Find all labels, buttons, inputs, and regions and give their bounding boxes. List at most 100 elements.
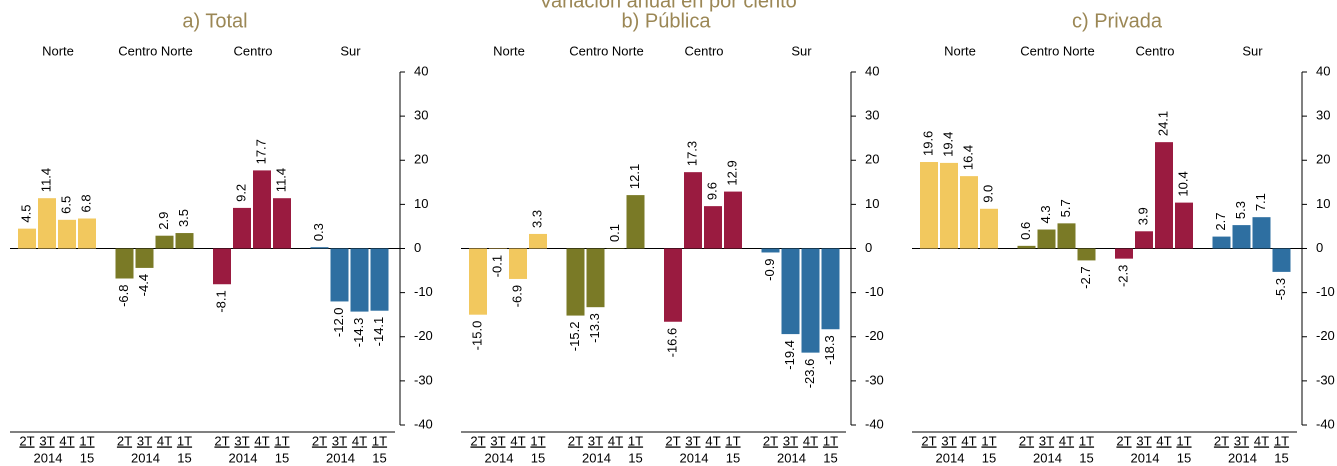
value-label: -16.6 <box>664 328 679 358</box>
value-label: 0.6 <box>1018 222 1033 240</box>
x-tick-label: 3T <box>685 433 700 448</box>
x-tick-label: 2T <box>117 433 132 448</box>
year-label: 2014 <box>1033 450 1062 465</box>
y-tick-label: -30 <box>865 372 884 387</box>
bar <box>18 228 36 249</box>
value-label: 6.5 <box>58 196 73 214</box>
value-label: -2.3 <box>1115 265 1130 287</box>
year-label: 2014 <box>582 450 611 465</box>
x-tick-label: 1T <box>823 433 838 448</box>
year-label: 2014 <box>936 450 965 465</box>
value-label: 4.5 <box>18 205 33 223</box>
x-tick-label: 1T <box>79 433 94 448</box>
value-label: 19.4 <box>940 132 955 157</box>
y-tick-label: -30 <box>414 372 433 387</box>
x-tick-label: 1T <box>530 433 545 448</box>
value-label: 16.4 <box>960 145 975 170</box>
x-tick-label: 4T <box>352 433 367 448</box>
x-tick-label: 2T <box>214 433 229 448</box>
bar <box>1037 229 1056 249</box>
value-label: 11.4 <box>38 168 53 192</box>
value-label: -19.4 <box>782 340 797 370</box>
chart-title: Variación anual en por ciento <box>539 0 797 12</box>
x-tick-label: 2T <box>665 433 680 448</box>
y-tick-label: 30 <box>865 108 879 123</box>
bar <box>115 248 134 279</box>
panel-title: a) Total <box>182 10 247 32</box>
region-label: Centro <box>1135 43 1174 58</box>
region-label: Norte <box>493 43 525 58</box>
y-tick-label: 20 <box>414 152 428 167</box>
value-label: -14.1 <box>371 317 386 347</box>
year-label: 15 <box>823 450 837 465</box>
y-tick-label: 10 <box>1316 196 1330 211</box>
bar <box>586 248 605 308</box>
bar <box>626 195 645 249</box>
y-tick-label: 0 <box>1316 240 1323 255</box>
x-tick-label: 3T <box>1136 433 1151 448</box>
value-label: 9.0 <box>980 185 995 203</box>
y-tick-label: 0 <box>414 240 421 255</box>
y-tick-label: 20 <box>1316 152 1330 167</box>
x-tick-label: 1T <box>1176 433 1191 448</box>
x-tick-label: 3T <box>1234 433 1249 448</box>
y-tick-label: 40 <box>865 63 879 78</box>
x-tick-label: 3T <box>783 433 798 448</box>
year-label: 2014 <box>485 450 514 465</box>
value-label: 9.2 <box>233 184 248 202</box>
x-tick-label: 4T <box>608 433 623 448</box>
bar <box>761 248 780 253</box>
x-tick-label: 3T <box>137 433 152 448</box>
y-tick-label: -30 <box>1316 372 1335 387</box>
y-tick-label: -10 <box>865 284 884 299</box>
bar <box>1175 202 1193 249</box>
region-label: Sur <box>340 43 361 58</box>
y-tick-label: -40 <box>1316 416 1335 431</box>
value-label: -13.3 <box>587 313 602 343</box>
x-tick-label: 4T <box>803 433 818 448</box>
y-tick-label: -20 <box>414 328 433 343</box>
panel-title: c) Privada <box>1072 10 1163 32</box>
year-label: 2014 <box>326 450 355 465</box>
region-label: Norte <box>42 43 74 58</box>
y-tick-label: -40 <box>414 416 433 431</box>
year-label: 15 <box>982 450 996 465</box>
x-tick-label: 4T <box>705 433 720 448</box>
bar <box>920 162 938 249</box>
bar <box>940 162 958 249</box>
year-label: 15 <box>80 450 94 465</box>
x-tick-label: 3T <box>588 433 603 448</box>
x-tick-label: 4T <box>1156 433 1171 448</box>
bar <box>273 198 291 249</box>
bar <box>529 233 547 249</box>
region-label: Norte <box>944 43 976 58</box>
year-label: 15 <box>1079 450 1093 465</box>
year-label: 15 <box>726 450 740 465</box>
y-tick-label: 10 <box>865 196 879 211</box>
x-tick-label: 3T <box>234 433 249 448</box>
bar <box>1232 225 1251 249</box>
value-label: 3.9 <box>1135 207 1150 225</box>
x-tick-label: 4T <box>1254 433 1269 448</box>
year-label: 15 <box>1177 450 1191 465</box>
x-tick-label: 3T <box>1039 433 1054 448</box>
x-tick-label: 1T <box>981 433 996 448</box>
x-tick-label: 2T <box>921 433 936 448</box>
bar <box>821 248 840 330</box>
value-label: 10.4 <box>1175 171 1190 196</box>
value-label: 7.1 <box>1253 193 1268 211</box>
x-tick-label: 4T <box>961 433 976 448</box>
year-label: 2014 <box>1131 450 1160 465</box>
value-label: -6.8 <box>116 285 131 307</box>
value-label: -12.0 <box>331 307 346 337</box>
bar <box>664 248 682 322</box>
year-label: 2014 <box>131 450 160 465</box>
bar <box>781 248 800 335</box>
bar <box>78 218 96 249</box>
bar <box>1212 236 1231 249</box>
value-label: 6.8 <box>78 194 93 212</box>
value-label: -15.2 <box>567 322 582 352</box>
year-label: 15 <box>177 450 191 465</box>
x-tick-label: 4T <box>157 433 172 448</box>
value-label: 5.3 <box>1233 201 1248 219</box>
